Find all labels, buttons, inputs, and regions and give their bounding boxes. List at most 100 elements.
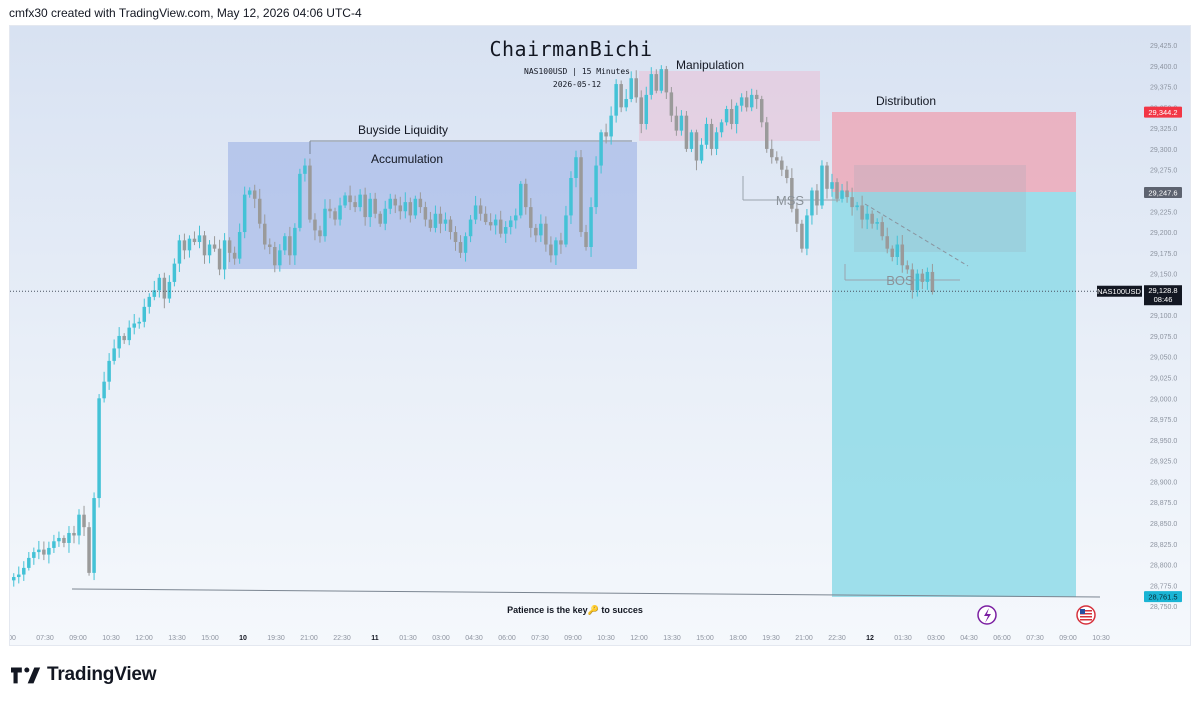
candle-body xyxy=(112,348,116,361)
candle xyxy=(554,237,558,266)
candle xyxy=(167,275,172,303)
candle-body xyxy=(825,165,829,189)
candle-body xyxy=(614,84,618,116)
candle xyxy=(473,195,478,225)
candle-body xyxy=(840,190,844,199)
tradingview-logo[interactable]: TradingView xyxy=(11,662,157,688)
candle-body xyxy=(885,236,889,249)
x-axis-tick-label: 10:30 xyxy=(597,635,615,642)
candle-body xyxy=(268,244,272,248)
candle-body xyxy=(549,244,553,256)
candle xyxy=(237,223,242,264)
candle-body xyxy=(293,227,297,256)
candle-body xyxy=(910,269,915,291)
candle xyxy=(508,215,513,235)
x-axis-tick-label: 21:00 xyxy=(795,635,813,642)
candle xyxy=(92,492,96,581)
x-axis-tick-label: 22:30 xyxy=(333,635,351,642)
candle-body xyxy=(137,321,141,324)
candle-body xyxy=(57,537,61,542)
candle xyxy=(599,129,603,174)
candle xyxy=(895,235,900,265)
candle xyxy=(845,181,849,203)
candle xyxy=(659,65,664,94)
candle-body xyxy=(519,183,523,216)
candlestick-chart[interactable]: ChairmanBichi NAS100USD | 15 Minutes 2026-… xyxy=(10,26,1191,646)
candle-body xyxy=(529,207,533,228)
candle xyxy=(594,156,598,215)
candle-body xyxy=(72,532,76,536)
candle-body xyxy=(187,238,192,251)
candle-body xyxy=(67,532,71,543)
candle xyxy=(12,573,16,587)
candle-body xyxy=(443,219,448,224)
candle xyxy=(463,232,468,262)
us-flag-stripe xyxy=(1080,616,1092,618)
candle xyxy=(242,186,247,239)
candle-body xyxy=(689,132,694,149)
candle-body xyxy=(900,244,905,266)
candle xyxy=(810,187,814,225)
chart-area[interactable]: ChairmanBichi NAS100USD | 15 Minutes 2026-… xyxy=(9,25,1191,646)
candle xyxy=(855,201,859,211)
candle-body xyxy=(749,94,754,108)
symbol-tag: NAS100USD xyxy=(1097,285,1142,297)
candle-body xyxy=(363,194,367,218)
y-axis-tick-label: 28,875.0 xyxy=(1150,500,1177,507)
x-axis-tick-label: 19:30 xyxy=(762,635,780,642)
candle-body xyxy=(463,236,468,253)
y-axis-tick-label: 28,750.0 xyxy=(1150,604,1177,611)
candle-body xyxy=(649,74,654,95)
candle xyxy=(127,320,131,346)
x-axis-tick-label: 22:30 xyxy=(828,635,846,642)
candle-body xyxy=(709,123,714,149)
patience-note: Patience is the key🔑 to succes xyxy=(507,604,643,616)
candle xyxy=(458,235,463,258)
candle-body xyxy=(132,323,136,328)
candle xyxy=(880,216,884,241)
x-axis-tick-label: 13:30 xyxy=(168,635,186,642)
candle-body xyxy=(157,277,162,291)
x-axis-tick-label: 09:00 xyxy=(1059,635,1077,642)
candle-body xyxy=(785,169,789,179)
candle-body xyxy=(483,213,488,223)
candle xyxy=(162,272,167,309)
y-axis-tick-label: 29,400.0 xyxy=(1150,64,1177,71)
x-axis-tick-label: 11 xyxy=(371,635,379,642)
candle xyxy=(483,206,488,225)
candle xyxy=(704,117,709,149)
buyside-liquidity-label: Buyside Liquidity xyxy=(358,123,448,137)
chart-attribution: cmfx30 created with TradingView.com, May… xyxy=(9,6,362,20)
candle xyxy=(519,181,523,219)
candle xyxy=(423,201,428,227)
manipulation-label: Manipulation xyxy=(676,58,744,72)
candle xyxy=(805,209,809,256)
candle-body xyxy=(624,99,628,108)
candle-body xyxy=(458,242,463,253)
candle xyxy=(27,552,31,571)
candle-body xyxy=(147,296,152,307)
x-axis-tick-label: 12:00 xyxy=(135,635,153,642)
candle-body xyxy=(222,240,227,270)
x-axis-tick-label: 04:30 xyxy=(465,635,483,642)
candle xyxy=(835,178,839,203)
candle xyxy=(353,195,357,213)
candle-body xyxy=(744,97,749,108)
candle-body xyxy=(574,157,578,179)
candle xyxy=(232,246,237,265)
candle xyxy=(739,93,744,112)
candle-body xyxy=(534,227,538,236)
candle-body xyxy=(12,577,16,581)
candle xyxy=(408,197,413,223)
candle-body xyxy=(47,547,51,555)
candle xyxy=(102,371,106,403)
y-axis-tick-label: 29,225.0 xyxy=(1150,209,1177,216)
x-axis-tick-label: 12:00 xyxy=(630,635,648,642)
candle-body xyxy=(212,244,217,249)
candles-group xyxy=(12,65,935,587)
candle xyxy=(52,534,56,553)
candle-body xyxy=(162,277,167,299)
candle xyxy=(202,231,207,264)
y-axis-tick-label: 29,425.0 xyxy=(1150,43,1177,50)
candle-body xyxy=(584,232,588,248)
